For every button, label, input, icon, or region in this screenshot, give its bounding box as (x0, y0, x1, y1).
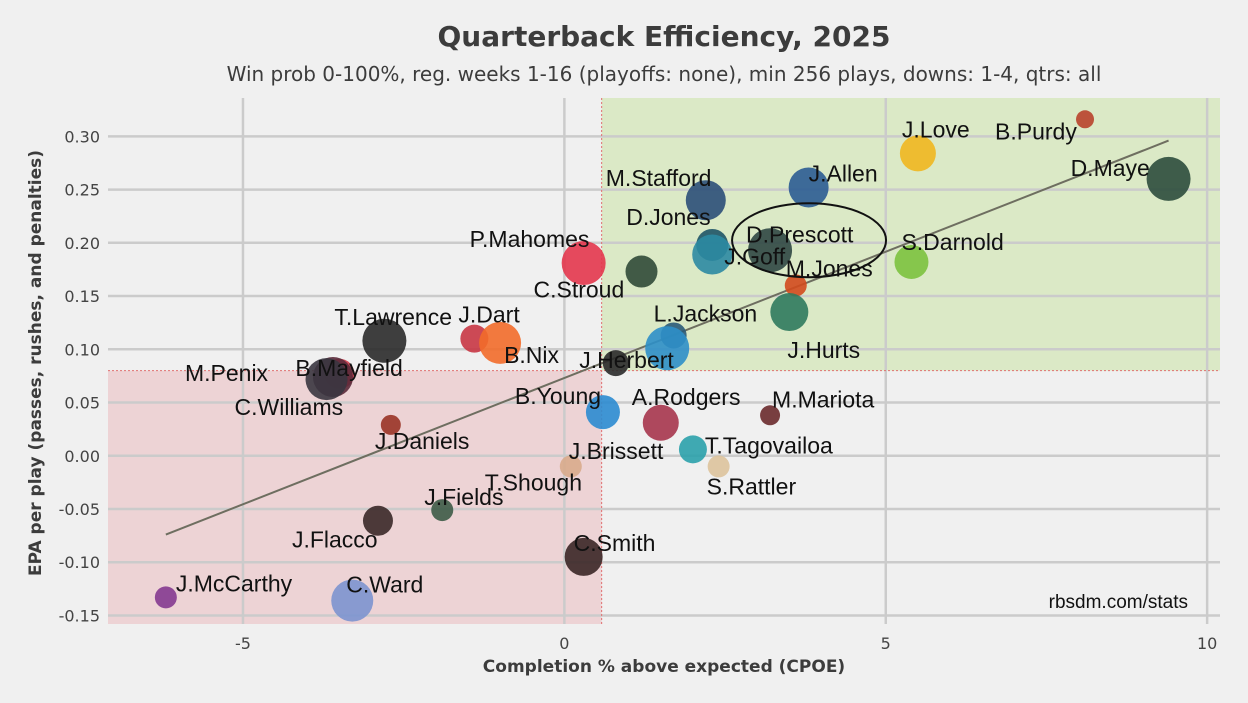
point-j-flacco (362, 505, 393, 536)
x-axis-title: Completion % above expected (CPOE) (483, 657, 845, 677)
chart-title: Quarterback Efficiency, 2025 (437, 20, 891, 53)
label-d-maye: D.Maye (1071, 155, 1150, 181)
label-m-mariota: M.Mariota (772, 386, 874, 412)
point-j-hurts (770, 293, 809, 332)
point-t-lawrence (362, 318, 407, 363)
point-j-fields (431, 499, 454, 522)
point-j-herbert (645, 326, 690, 371)
gridlines (108, 98, 1220, 624)
label-b-young: B.Young (515, 383, 601, 409)
point-t-tagovailoa (678, 435, 707, 464)
axis-ticks: -5 0 5 10 -0.15 -0.10 -0.05 0.00 0.05 0.10 0.15 0.2… (59, 127, 1218, 653)
label-c-ward: C.Ward (346, 572, 423, 598)
y-tick-label: 0.30 (64, 127, 100, 146)
point-d-prescott (748, 228, 793, 273)
point-m-stafford (685, 180, 726, 221)
label-j-allen: J.Allen (809, 160, 878, 186)
point-c-stroud (625, 255, 658, 288)
label-j-brissett: J.Brissett (569, 438, 664, 464)
x-tick-label: 0 (559, 634, 569, 653)
label-j-herbert: J.Herbert (579, 347, 674, 373)
x-tick-label: -5 (235, 634, 251, 653)
point-p-mahomes (561, 241, 606, 286)
y-tick-label: 0.00 (64, 447, 100, 466)
y-tick-label: 0.20 (64, 234, 100, 253)
label-s-rattler: S.Rattler (707, 473, 797, 499)
y-axis-title: EPA per play (passes, rushes, and penalt… (26, 150, 46, 576)
mean-reference-lines (108, 98, 1220, 624)
label-j-dart: J.Dart (458, 302, 520, 328)
label-s-darnold: S.Darnold (901, 229, 1003, 255)
highlight-ellipse (731, 202, 888, 279)
y-tick-label: -0.15 (59, 606, 100, 625)
point-a-rodgers (602, 350, 629, 377)
point-j-daniels (380, 414, 401, 435)
label-l-jackson: L.Jackson (654, 300, 758, 326)
y-tick-label: 0.15 (64, 287, 100, 306)
point-j-allen (788, 167, 829, 208)
label-j-goff: J.Goff (724, 244, 786, 270)
y-tick-label: -0.05 (59, 500, 100, 519)
label-b-purdy: B.Purdy (995, 118, 1077, 144)
label-p-mahomes: P.Mahomes (470, 226, 590, 252)
x-tick-label: 10 (1197, 634, 1217, 653)
point-s-darnold (894, 244, 929, 279)
label-t-lawrence: T.Lawrence (334, 304, 452, 330)
point-t-shough (559, 455, 582, 478)
label-m-penix: M.Penix (185, 360, 269, 386)
point-c-williams (305, 358, 348, 401)
point-j-brissett (642, 404, 679, 441)
label-m-stafford: M.Stafford (606, 165, 712, 191)
label-t-tagovailoa: T.Tagovailoa (705, 432, 833, 458)
label-j-hurts: J.Hurts (787, 337, 860, 363)
x-tick-label: 5 (881, 634, 891, 653)
label-b-mayfield: B.Mayfield (295, 355, 402, 381)
point-d-maye (1146, 156, 1191, 201)
highlight-ellipse-prescott (731, 202, 888, 279)
point-j-love (899, 135, 936, 172)
point-labels: B.Purdy J.Love D.Maye J.Allen M.Stafford D.Jo… (176, 116, 1150, 597)
point-j-mccarthy (154, 586, 177, 609)
label-c-stroud: C.Stroud (534, 277, 625, 303)
label-a-rodgers: A.Rodgers (632, 384, 741, 410)
data-points (154, 110, 1191, 622)
label-c-smith: C.Smith (574, 530, 656, 556)
label-d-prescott: D.Prescott (746, 221, 854, 247)
point-c-ward (331, 579, 374, 622)
point-c-smith (564, 537, 603, 576)
y-tick-label: 0.25 (64, 181, 100, 200)
label-j-daniels: J.Daniels (375, 428, 470, 454)
point-b-young (585, 395, 620, 430)
label-j-love: J.Love (902, 116, 970, 142)
label-m-jones: M.Jones (786, 255, 873, 281)
source-note: rbsdm.com/stats (1049, 592, 1188, 613)
y-tick-label: 0.10 (64, 340, 100, 359)
label-c-williams: C.Williams (235, 394, 344, 420)
label-t-shough: T.Shough (485, 469, 582, 495)
point-j-goff (692, 234, 733, 275)
label-j-mccarthy: J.McCarthy (176, 570, 293, 596)
label-j-flacco: J.Flacco (292, 527, 378, 553)
point-m-mariota (760, 405, 781, 426)
point-b-nix (479, 321, 522, 364)
point-m-jones (784, 274, 807, 297)
point-s-rattler (707, 455, 730, 478)
point-b-purdy (1076, 110, 1095, 129)
label-b-nix: B.Nix (504, 342, 559, 368)
label-d-jones: D.Jones (626, 204, 710, 230)
y-tick-label: -0.10 (59, 553, 100, 572)
label-j-fields: J.Fields (424, 484, 503, 510)
y-tick-label: 0.05 (64, 394, 100, 413)
chart-subtitle: Win prob 0-100%, reg. weeks 1-16 (playof… (226, 62, 1102, 86)
